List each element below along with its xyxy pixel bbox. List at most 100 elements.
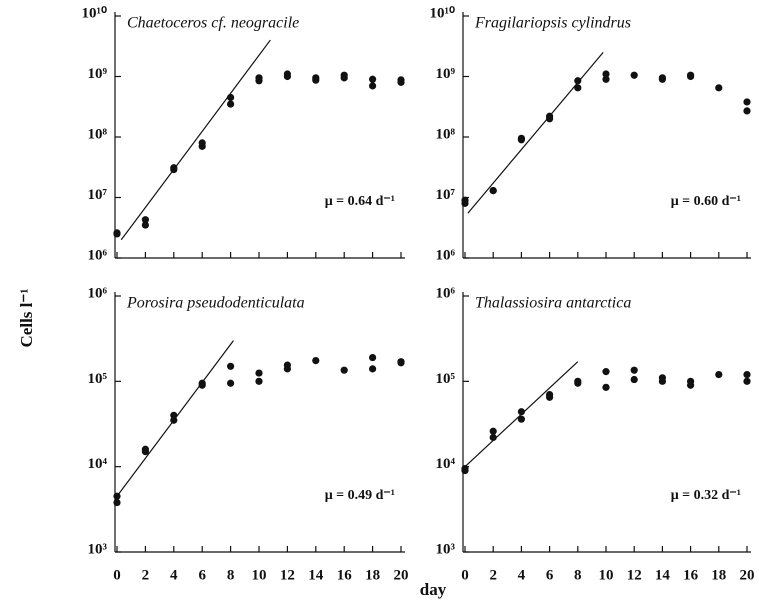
data-point: [227, 362, 235, 370]
y-tick-label: 10⁸: [436, 126, 456, 142]
x-tick-label: 10: [599, 567, 614, 583]
data-point: [369, 365, 377, 373]
x-tick-label: 0: [461, 567, 469, 583]
x-tick-label: 12: [280, 567, 295, 583]
data-point: [461, 464, 469, 473]
x-tick-label: 14: [308, 567, 324, 583]
x-tick-label: 12: [627, 567, 642, 583]
data-point: [141, 221, 149, 229]
y-tick-label: 10⁸: [88, 126, 108, 142]
y-tick-label: 10⁶: [88, 247, 108, 263]
data-point: [630, 71, 638, 79]
data-point: [687, 72, 695, 81]
data-point: [198, 142, 206, 150]
data-point: [574, 77, 582, 85]
data-point: [489, 187, 497, 195]
y-tick-label: 10⁹: [88, 66, 108, 82]
data-point: [546, 393, 554, 401]
data-point: [340, 366, 348, 374]
x-tick-label: 20: [394, 567, 409, 583]
y-tick-label: 10⁵: [436, 371, 456, 387]
data-point: [312, 76, 320, 84]
data-point: [312, 356, 320, 365]
data-point: [743, 98, 751, 106]
data-point: [574, 379, 582, 387]
data-point: [397, 78, 405, 86]
y-tick-label: 10⁷: [436, 187, 456, 203]
growth-rate: μ = 0.49 d⁻¹: [325, 488, 395, 503]
panel-title: Thalassiosira antarctica: [475, 295, 631, 312]
data-point: [517, 415, 526, 423]
data-point: [602, 75, 610, 83]
data-point: [517, 408, 526, 416]
x-tick-label: 0: [113, 567, 121, 583]
x-tick-label: 4: [518, 567, 526, 583]
y-tick-label: 10⁴: [88, 456, 108, 472]
data-point: [461, 199, 469, 207]
y-tick-label: 10¹⁰: [429, 5, 455, 21]
y-tick-label: 10⁴: [436, 456, 456, 472]
data-point: [340, 74, 348, 82]
data-point: [630, 375, 638, 384]
growth-rate: μ = 0.32 d⁻¹: [671, 488, 741, 503]
x-tick-label: 16: [683, 567, 699, 583]
x-tick-label: 20: [740, 567, 755, 583]
x-axis-label: day: [420, 580, 447, 599]
fit-line: [467, 52, 604, 214]
y-tick-label: 10⁵: [88, 371, 108, 387]
data-point: [658, 75, 667, 83]
data-point: [283, 72, 291, 81]
panel-title: Porosira pseudodenticulata: [126, 295, 305, 312]
x-tick-label: 14: [655, 567, 671, 583]
data-point: [743, 370, 751, 379]
data-point: [141, 448, 149, 456]
x-tick-label: 4: [170, 567, 178, 583]
data-point: [369, 82, 377, 90]
data-point: [658, 377, 667, 385]
data-point: [227, 93, 235, 102]
data-point: [715, 370, 723, 379]
data-point: [170, 165, 178, 174]
y-tick-label: 10⁷: [88, 187, 108, 203]
data-point: [489, 433, 497, 442]
data-point: [743, 377, 751, 385]
y-tick-label: 10³: [88, 541, 108, 557]
data-point: [574, 84, 582, 92]
y-axis-label: Cells l⁻¹: [17, 289, 36, 348]
x-tick-label: 8: [227, 567, 235, 583]
panel-title: Fragilariopsis cylindrus: [474, 15, 631, 32]
data-point: [743, 107, 751, 115]
data-point: [255, 369, 263, 377]
data-point: [255, 77, 263, 85]
data-point: [141, 216, 149, 224]
data-point: [283, 365, 291, 373]
x-tick-label: 18: [365, 567, 380, 583]
data-point: [630, 366, 638, 374]
y-tick-label: 10¹⁰: [81, 5, 107, 21]
data-point: [687, 381, 695, 389]
data-point: [227, 100, 235, 108]
y-tick-label: 10⁹: [436, 66, 456, 82]
data-point: [517, 136, 526, 144]
data-point: [113, 498, 121, 507]
data-point: [397, 359, 405, 367]
y-tick-label: 10⁶: [436, 285, 456, 301]
x-tick-label: 6: [198, 567, 206, 583]
data-point: [113, 492, 121, 500]
data-point: [170, 416, 178, 424]
data-point: [602, 383, 610, 391]
data-point: [369, 75, 377, 83]
data-point: [546, 115, 554, 123]
growth-rate: μ = 0.64 d⁻¹: [325, 194, 395, 209]
data-point: [113, 229, 121, 237]
x-tick-label: 6: [546, 567, 554, 583]
y-tick-label: 10³: [436, 541, 456, 557]
x-tick-label: 2: [142, 567, 150, 583]
x-tick-label: 2: [489, 567, 497, 583]
data-point: [170, 411, 178, 419]
y-tick-label: 10⁶: [436, 247, 456, 263]
data-point: [715, 84, 723, 92]
data-point: [227, 379, 235, 387]
data-point: [369, 353, 377, 362]
